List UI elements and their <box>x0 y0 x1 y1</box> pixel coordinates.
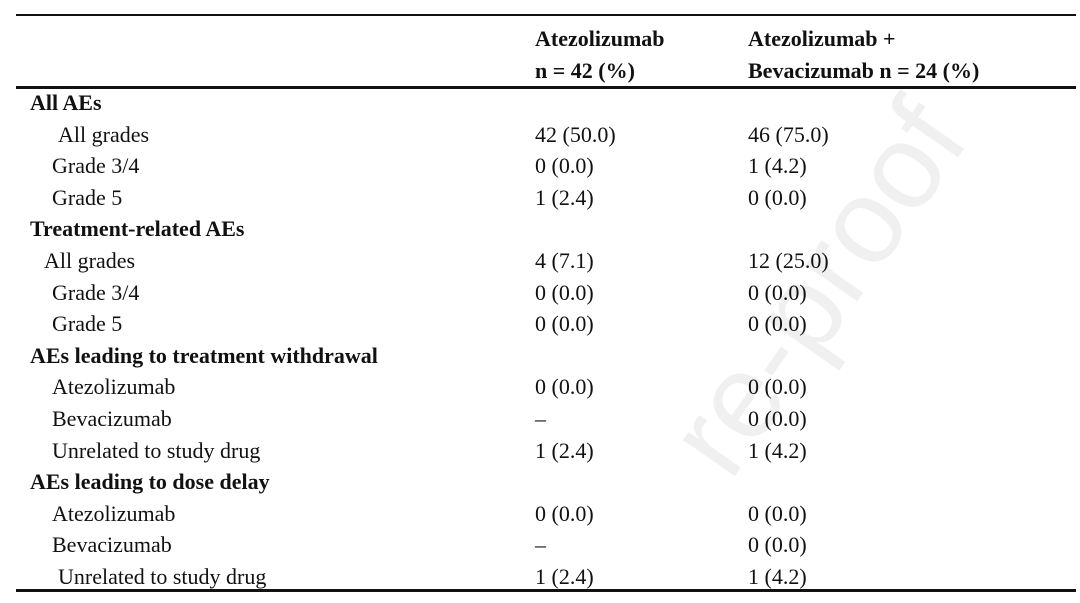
header-col2-line2: Bevacizumab n = 24 (%) <box>748 58 980 83</box>
header-rule <box>16 86 1076 89</box>
row-label: Atezolizumab <box>52 500 176 526</box>
combination-value: 0 (0.0) <box>748 406 807 431</box>
combination-value: 0 (0.0) <box>748 184 807 210</box>
section-label: All AEs <box>30 90 102 115</box>
combination-value: 0 (0.0) <box>748 374 807 400</box>
combination-value: 1 (4.2) <box>748 564 807 589</box>
combination-value: 0 (0.0) <box>748 532 807 558</box>
header-col1-line2: n = 42 (%) <box>535 58 635 83</box>
header-col1-line1: Atezolizumab <box>535 26 665 51</box>
section-row: AEs leading to dose delay <box>0 468 1080 495</box>
row-label: Grade 5 <box>52 311 123 337</box>
atezolizumab-value: 0 (0.0) <box>535 279 594 305</box>
row-label: Bevacizumab <box>52 532 172 558</box>
atezolizumab-value: – <box>535 406 546 431</box>
row-label: Unrelated to study drug <box>52 437 261 463</box>
combination-value: 46 (75.0) <box>748 121 829 147</box>
table-row: Grade 3/4 0 (0.0) 0 (0.0) <box>0 279 1080 306</box>
atezolizumab-value: 1 (2.4) <box>535 564 594 589</box>
row-label: Grade 3/4 <box>52 153 140 179</box>
table-row: Grade 5 0 (0.0) 0 (0.0) <box>0 310 1080 337</box>
row-label: Grade 5 <box>52 184 123 210</box>
atezolizumab-value: 1 (2.4) <box>535 437 594 463</box>
table-row: Bevacizumab – 0 (0.0) <box>0 531 1080 558</box>
bottom-rule <box>16 589 1076 592</box>
section-row: Treatment-related AEs <box>0 215 1080 242</box>
atezolizumab-value: 0 (0.0) <box>535 153 594 179</box>
combination-value: 1 (4.2) <box>748 437 807 463</box>
row-label: Grade 3/4 <box>52 279 140 305</box>
atezolizumab-value: 1 (2.4) <box>535 184 594 210</box>
table-row: Grade 5 1 (2.4) 0 (0.0) <box>0 184 1080 211</box>
atezolizumab-value: 42 (50.0) <box>535 121 616 147</box>
table-row: Atezolizumab 0 (0.0) 0 (0.0) <box>0 500 1080 527</box>
table-row: All grades 42 (50.0) 46 (75.0) <box>0 121 1080 148</box>
row-label: All grades <box>44 248 136 273</box>
table-row: Atezolizumab 0 (0.0) 0 (0.0) <box>0 373 1080 400</box>
combination-value: 12 (25.0) <box>748 248 829 273</box>
header-col2-line1: Atezolizumab + <box>748 26 896 51</box>
row-label: Unrelated to study drug <box>58 564 267 589</box>
table-row: Unrelated to study drug 1 (2.4) 1 (4.2) <box>0 563 1080 590</box>
combination-value: 1 (4.2) <box>748 153 807 179</box>
table-row: Bevacizumab – 0 (0.0) <box>0 405 1080 432</box>
row-label: Bevacizumab <box>52 406 172 431</box>
section-label: Treatment-related AEs <box>30 216 245 242</box>
section-row: AEs leading to treatment withdrawal <box>0 342 1080 369</box>
table-row: Grade 3/4 0 (0.0) 1 (4.2) <box>0 152 1080 179</box>
row-label: All grades <box>58 121 150 147</box>
atezolizumab-value: 0 (0.0) <box>535 500 594 526</box>
top-rule <box>16 14 1076 16</box>
combination-value: 0 (0.0) <box>748 311 807 337</box>
section-label: AEs leading to treatment withdrawal <box>30 342 378 368</box>
table-row: Unrelated to study drug 1 (2.4) 1 (4.2) <box>0 437 1080 464</box>
table-row: All grades 4 (7.1) 12 (25.0) <box>0 247 1080 274</box>
section-label: AEs leading to dose delay <box>30 469 270 495</box>
atezolizumab-value: – <box>535 532 546 558</box>
row-label: Atezolizumab <box>52 374 176 400</box>
atezolizumab-value: 0 (0.0) <box>535 311 594 337</box>
combination-value: 0 (0.0) <box>748 279 807 305</box>
atezolizumab-value: 4 (7.1) <box>535 248 594 273</box>
combination-value: 0 (0.0) <box>748 500 807 526</box>
atezolizumab-value: 0 (0.0) <box>535 374 594 400</box>
section-row: All AEs <box>0 89 1080 116</box>
